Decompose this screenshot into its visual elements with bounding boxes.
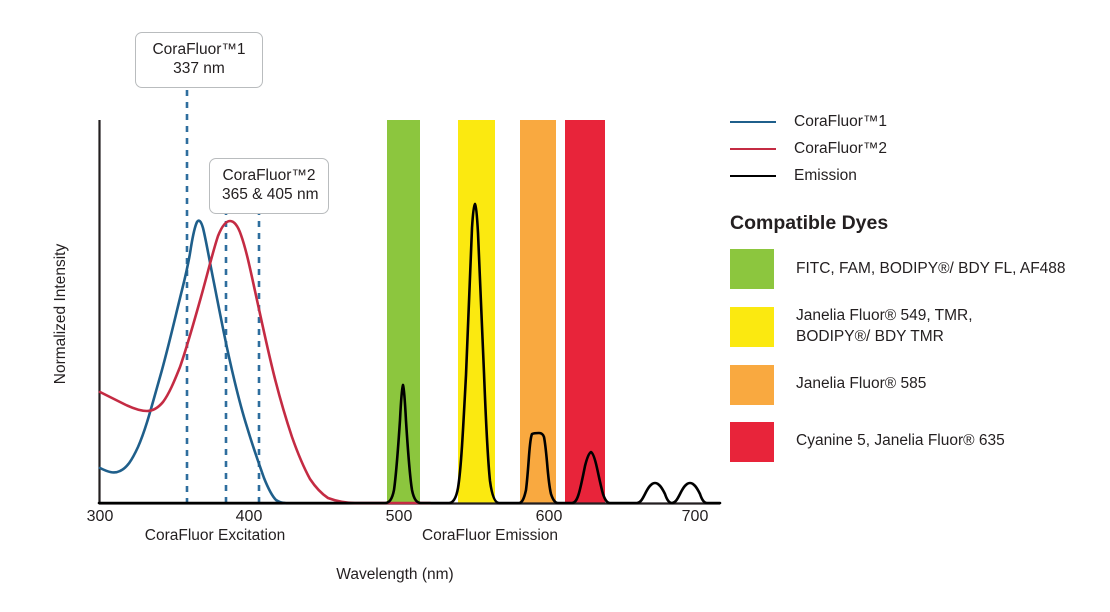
callout-cf1-line1: CoraFluor™1 — [152, 41, 246, 58]
curve-corafluor-1 — [98, 219, 287, 505]
emission-band-green — [387, 120, 420, 503]
y-axis-title: Normalized Intensity — [52, 243, 69, 385]
dye-swatch-yellow — [730, 306, 774, 347]
dye-label-janelia-585: Janelia Fluor® 585 — [796, 375, 927, 393]
x-axis-title: Wavelength (nm) — [336, 566, 454, 583]
callout-cf2-line1: CoraFluor™2 — [222, 167, 316, 184]
x-tick-600: 600 — [535, 508, 563, 525]
callout-corafluor-2: CoraFluor™2 365 & 405 nm — [209, 158, 329, 214]
emission-bands — [387, 120, 605, 503]
dye-item-cyanine-5: Cyanine 5, Janelia Fluor® 635 — [730, 421, 1100, 462]
dye-item-fitc: FITC, FAM, BODIPY®/ BDY FL, AF488 — [730, 249, 1100, 289]
curve-corafluor-2 — [98, 219, 432, 505]
legend-panel: CoraFluor™1 CoraFluor™2 Emission Compati… — [730, 108, 1100, 479]
emission-band-red — [565, 120, 605, 503]
legend-line-emission — [730, 174, 776, 177]
x-tick-400: 400 — [235, 508, 263, 525]
legend-line-corafluor-2 — [730, 147, 776, 150]
legend-label-emission: Emission — [794, 166, 857, 184]
dye-label-janelia-549: Janelia Fluor® 549, TMR, BODIPY®/ BDY TM… — [796, 307, 973, 345]
region-label-excitation: CoraFluor Excitation — [144, 527, 286, 544]
dye-swatch-orange — [730, 364, 774, 405]
excitation-marker-lines — [185, 90, 261, 503]
legend-item-corafluor-1: CoraFluor™1 — [730, 108, 1100, 135]
x-tick-300: 300 — [86, 508, 114, 525]
legend-line-corafluor-1 — [730, 120, 776, 123]
dye-swatch-red — [730, 421, 774, 462]
x-tick-500: 500 — [385, 508, 413, 525]
emission-band-yellow — [458, 120, 495, 503]
legend-item-corafluor-2: CoraFluor™2 — [730, 135, 1100, 162]
curve-emission — [97, 202, 722, 505]
callout-cf1-line2: 337 nm — [173, 60, 225, 78]
dye-swatch-green — [730, 249, 774, 289]
compatible-dyes-title: Compatible Dyes — [730, 212, 889, 234]
emission-band-orange — [520, 120, 556, 503]
dye-item-janelia-549: Janelia Fluor® 549, TMR, BODIPY®/ BDY TM… — [730, 306, 1100, 348]
dye-item-janelia-585: Janelia Fluor® 585 — [730, 364, 1100, 405]
dye-label-cyanine-5: Cyanine 5, Janelia Fluor® 635 — [796, 432, 1005, 450]
dye-label-fitc: FITC, FAM, BODIPY®/ BDY FL, AF488 — [796, 259, 1066, 277]
legend-label-corafluor-2: CoraFluor™2 — [794, 139, 888, 157]
x-tick-700: 700 — [681, 508, 709, 525]
region-label-emission: CoraFluor Emission — [421, 527, 559, 544]
callout-corafluor-1: CoraFluor™1 337 nm — [135, 32, 263, 88]
legend-label-corafluor-1: CoraFluor™1 — [794, 112, 888, 130]
legend-item-emission: Emission — [730, 162, 1100, 189]
callout-cf2-line2: 365 & 405 nm — [222, 186, 319, 204]
